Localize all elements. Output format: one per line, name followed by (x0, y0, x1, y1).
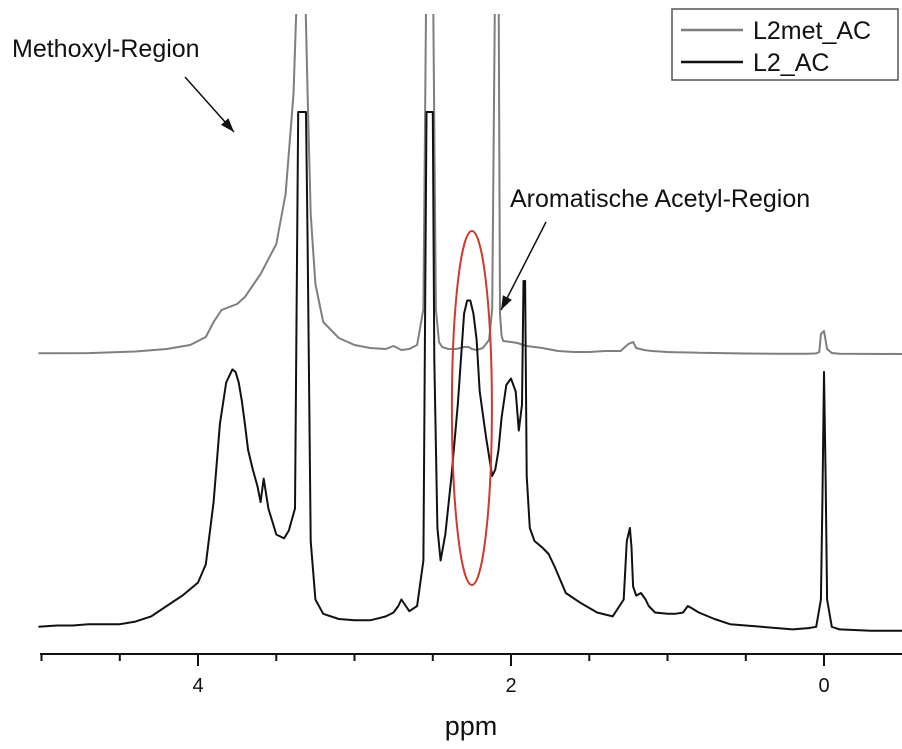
legend-label-l2met-ac: L2met_AC (753, 17, 871, 45)
x-tick-label: 2 (505, 675, 516, 697)
plot-area (38, 14, 902, 632)
arrow-aromatic (500, 221, 547, 311)
x-tick-label: 4 (192, 675, 203, 697)
arrowhead-methoxyl (221, 118, 234, 132)
legend: L2met_AC L2_AC (671, 8, 899, 81)
annotation-aromatic-acetyl-region: Aromatische Acetyl-Region (510, 185, 810, 213)
series-line-l2met-ac (38, 14, 902, 355)
x-ticks: 4 2 0 (40, 654, 830, 697)
legend-label-l2-ac: L2_AC (753, 49, 829, 77)
x-axis: 4 2 0 ppm (40, 653, 902, 741)
annotations: Methoxyl-Region Aromatische Acetyl-Regio… (12, 35, 810, 311)
legend-box (671, 8, 899, 81)
highlight-ellipse (450, 230, 493, 586)
annotation-methoxyl-region: Methoxyl-Region (12, 35, 200, 63)
x-axis-label: ppm (445, 711, 498, 741)
series-line-l2-ac (38, 111, 902, 632)
arrowhead-aromatic (501, 295, 512, 310)
x-tick-label: 0 (818, 675, 829, 697)
